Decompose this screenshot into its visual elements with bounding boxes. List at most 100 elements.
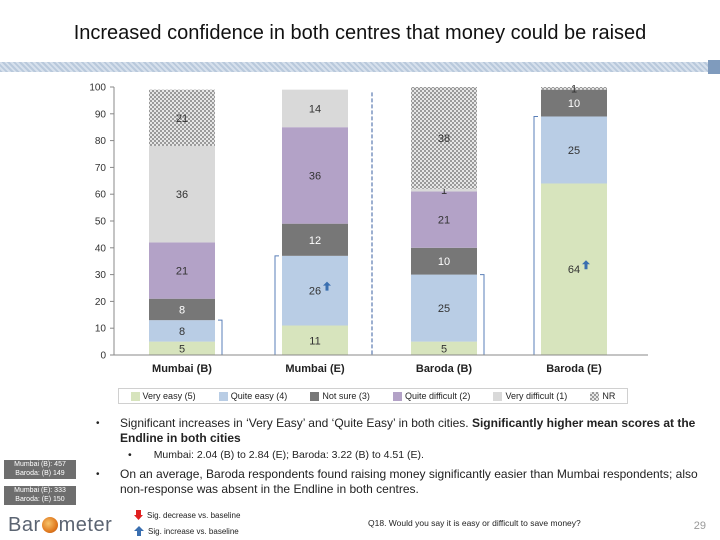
bar-segment (149, 89, 215, 146)
sample-line: Mumbai (B): 457 (14, 461, 66, 468)
logo-text-1: Bar (8, 514, 41, 536)
banner-end-block (708, 60, 720, 74)
y-tick-label: 80 (95, 136, 107, 147)
bar-segment (541, 89, 607, 117)
y-tick-label: 20 (95, 297, 107, 308)
data-label: 5 (441, 343, 447, 355)
bar-segment (411, 247, 477, 275)
data-label: 36 (309, 170, 321, 182)
bar-segment (149, 298, 215, 321)
sample-line: Baroda: (B) 149 (15, 469, 65, 477)
barometer-logo: Bar meter (8, 514, 112, 537)
data-label: 21 (176, 113, 188, 125)
x-category-label: Mumbai (B) (152, 363, 212, 375)
arrow-up-icon (134, 526, 144, 536)
bullet-2-text: On an average, Baroda respondents found … (120, 467, 698, 496)
y-tick-label: 40 (95, 243, 107, 254)
logo-text-2: meter (58, 514, 113, 536)
legend-item: NR (590, 391, 615, 401)
y-tick-label: 100 (89, 83, 106, 94)
legend-swatch (310, 391, 320, 401)
legend-label: Quite easy (4) (230, 391, 288, 401)
sig-decrease-legend: Sig. decrease vs. baseline (134, 510, 240, 520)
bullet-marker: • (96, 418, 100, 429)
x-category-label: Baroda (B) (416, 363, 473, 375)
y-tick-label: 70 (95, 163, 107, 174)
data-label: 64 (568, 264, 580, 276)
data-label: 10 (568, 98, 580, 110)
findings-text: • Significant increases in ‘Very Easy’ a… (96, 416, 706, 499)
stacked-bar-chart: 0102030405060708090100588213621112612361… (89, 83, 648, 375)
data-label: 12 (309, 235, 321, 247)
logo-o-icon (41, 517, 58, 533)
y-tick-label: 0 (100, 351, 106, 362)
legend-label: Quite difficult (2) (404, 391, 471, 401)
legend-item: Not sure (3) (310, 391, 370, 401)
bar-segment (149, 341, 215, 355)
legend-swatch (590, 391, 600, 401)
data-label: 1 (571, 83, 577, 95)
bullet-1: • Significant increases in ‘Very Easy’ a… (96, 416, 706, 446)
legend-swatch (392, 391, 402, 401)
bullet-1-bold: Significantly higher mean scores at the … (120, 416, 696, 445)
data-label: 21 (176, 266, 188, 278)
data-label: 10 (438, 256, 450, 268)
data-label: 11 (309, 335, 320, 347)
sample-line: Mumbai (E): 333 (14, 487, 66, 494)
data-label: 38 (438, 133, 450, 145)
bar-segment (282, 223, 348, 256)
slide-title: Increased confidence in both centres tha… (73, 22, 647, 44)
y-tick-label: 10 (95, 324, 107, 335)
bar-segment (282, 255, 348, 326)
significance-bracket (274, 255, 279, 356)
data-label: 8 (179, 304, 185, 316)
sub-bullet-marker: • (128, 449, 132, 461)
data-label: 25 (438, 303, 450, 315)
legend-swatch (130, 391, 140, 401)
bar-segment (541, 116, 607, 184)
significance-bracket (480, 274, 485, 356)
bar-segment (541, 183, 607, 355)
legend-item: Very difficult (1) (493, 391, 567, 401)
data-label: 5 (179, 343, 185, 355)
question-note: Q18. Would you say it is easy or difficu… (368, 518, 581, 528)
legend-swatch (493, 391, 503, 401)
bar-segment (149, 320, 215, 342)
sample-size-endline: Mumbai (E): 333 Baroda: (E) 150 (4, 486, 76, 505)
bar-segment (149, 242, 215, 299)
sub-bullet-text: Mumbai: 2.04 (B) to 2.84 (E); Baroda: 3.… (153, 449, 424, 461)
legend-label: NR (602, 391, 616, 401)
data-label: 36 (176, 189, 188, 201)
chart-legend: Very easy (5) Quite easy (4) Not sure (3) Q… (118, 388, 628, 404)
page-number: 29 (693, 520, 706, 532)
bar-segment (282, 127, 348, 224)
bullet-1-plain: Significant increases in ‘Very Easy’ and… (120, 416, 472, 430)
bar-segment (541, 87, 607, 90)
bar-segment (411, 191, 477, 248)
bar-segment (411, 341, 477, 355)
bar-segment (411, 87, 477, 189)
legend-item: Very easy (5) (130, 391, 196, 401)
data-label: 8 (179, 326, 185, 338)
bullet-marker: • (96, 469, 100, 480)
sig-increase-legend: Sig. increase vs. baseline (134, 526, 239, 536)
legend-label: Very difficult (1) (505, 391, 568, 401)
sub-bullet: • Mumbai: 2.04 (B) to 2.84 (E); Baroda: … (128, 448, 706, 463)
y-tick-label: 30 (95, 270, 107, 281)
y-tick-label: 90 (95, 109, 107, 120)
data-label: 14 (309, 103, 321, 115)
sig-increase-arrow (582, 260, 590, 270)
significance-bracket (533, 115, 538, 356)
bar-segment (411, 188, 477, 192)
legend-item: Quite easy (4) (218, 391, 288, 401)
data-label: 25 (568, 145, 580, 157)
x-category-label: Mumbai (E) (285, 363, 345, 375)
sample-size-baseline: Mumbai (B): 457 Baroda: (B) 149 (4, 460, 76, 479)
sig-increase-label: Sig. increase vs. baseline (148, 526, 239, 536)
sample-line: Baroda: (E) 150 (15, 495, 65, 503)
arrow-down-icon (134, 510, 143, 520)
bar-segment (282, 325, 348, 355)
title-banner (0, 62, 720, 72)
bullet-1-text: Significant increases in ‘Very Easy’ and… (120, 416, 706, 446)
sig-increase-arrow (323, 281, 331, 291)
